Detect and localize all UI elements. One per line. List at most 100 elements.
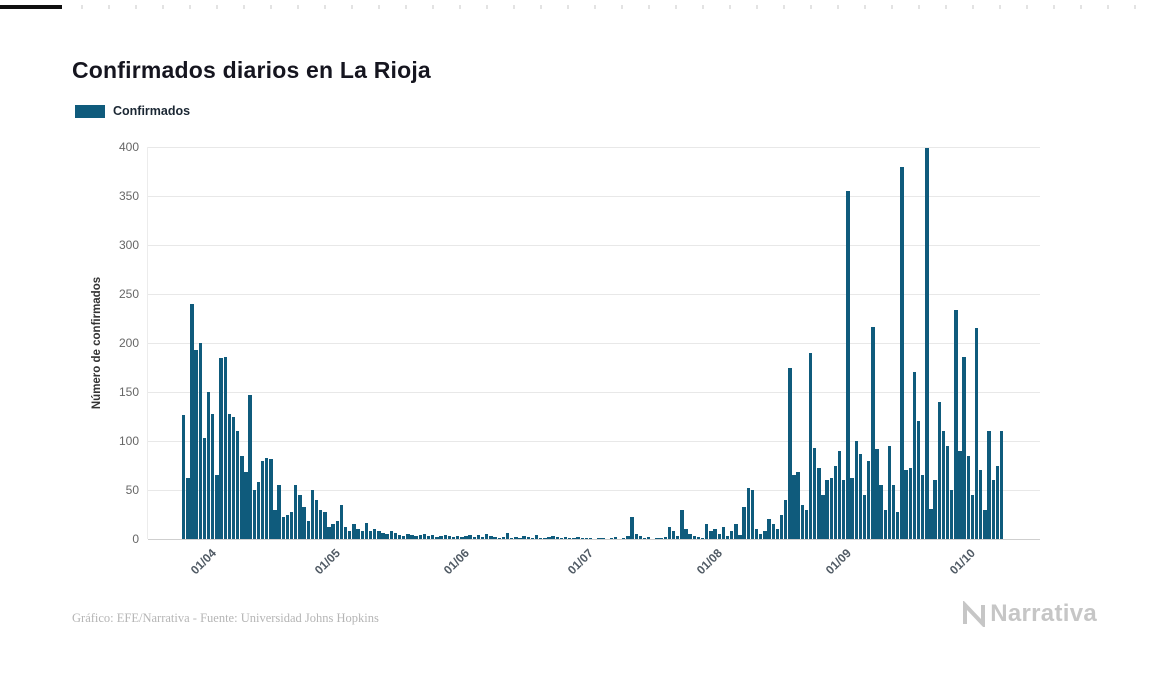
bar (663, 537, 667, 539)
bar (750, 490, 755, 539)
bar (854, 441, 858, 539)
y-tick-label-0: 0 (132, 532, 139, 546)
bar (389, 531, 393, 539)
bar (294, 485, 298, 539)
bar (717, 534, 721, 539)
bar (314, 499, 319, 539)
gridline-y-100 (148, 440, 1040, 442)
plot-area: 0 50 100 150 200 250 300 350 400 01/04 01/05 01/06 0… (119, 140, 1040, 577)
bar (476, 535, 481, 539)
bar (613, 537, 618, 539)
bar (609, 538, 613, 539)
bar (929, 508, 933, 539)
bar (576, 537, 580, 539)
bar (260, 460, 265, 539)
chart-title: Confirmados diarios en La Rioja (72, 57, 431, 84)
x-tick-label: 01/08 (693, 546, 725, 578)
bar (402, 536, 406, 539)
bar (941, 431, 946, 539)
bar (808, 352, 813, 539)
bar (501, 537, 506, 539)
bar (348, 531, 352, 539)
gridline-y-50 (148, 489, 1040, 491)
bar (231, 416, 236, 539)
bar (377, 531, 381, 539)
bar (821, 494, 825, 539)
bar (725, 536, 730, 539)
bar (360, 531, 364, 539)
bar (871, 327, 875, 539)
y-tick-label-300: 300 (118, 238, 139, 252)
bar (630, 517, 634, 539)
bar (493, 537, 497, 539)
bar (472, 537, 476, 539)
bar (850, 478, 854, 539)
bar (842, 480, 846, 539)
bar (265, 457, 269, 539)
bar (227, 413, 232, 539)
bar (979, 470, 983, 539)
narrativa-n-icon (963, 601, 986, 627)
bar (356, 529, 360, 539)
bar (381, 533, 385, 539)
bar (215, 475, 219, 539)
bar (439, 536, 443, 539)
x-tick-label: 01/10 (947, 546, 979, 578)
x-tick-label: 01/04 (187, 546, 219, 578)
bar (190, 303, 194, 539)
bar (406, 534, 410, 539)
bar (908, 468, 912, 539)
bar (721, 527, 726, 539)
brand-wordmark: Narrativa (990, 600, 1097, 627)
gridline-y-0 (148, 538, 1040, 540)
bar (684, 529, 688, 539)
bar (497, 538, 501, 539)
bar (414, 536, 418, 539)
bar (323, 511, 327, 539)
bar (729, 531, 734, 539)
bar (887, 445, 892, 539)
bar (688, 534, 692, 539)
bar (813, 447, 817, 539)
bar (318, 509, 323, 539)
bar (891, 485, 896, 539)
bar (522, 536, 526, 539)
bar (289, 511, 294, 539)
bar (568, 538, 572, 539)
bar (489, 536, 493, 539)
bar (235, 431, 240, 539)
gridline-y-150 (148, 391, 1040, 393)
bar (410, 535, 414, 539)
bar (937, 401, 941, 539)
bar (248, 394, 252, 539)
bar (505, 533, 510, 539)
bar (480, 537, 485, 539)
bar (244, 472, 248, 539)
bar (426, 536, 431, 539)
bar (385, 534, 389, 539)
bar (555, 537, 560, 539)
bar (999, 431, 1004, 539)
bar (925, 147, 929, 539)
bar (638, 536, 643, 539)
video-progress-bar[interactable] (0, 5, 1157, 9)
bar (833, 465, 838, 539)
bar (746, 488, 750, 539)
bar (563, 537, 568, 539)
bar (464, 536, 468, 539)
bar (754, 529, 759, 539)
bar (601, 538, 605, 539)
bar (422, 534, 427, 539)
bar (858, 453, 863, 539)
bar (659, 538, 663, 539)
bar (443, 535, 447, 539)
bar (837, 450, 842, 539)
bar (713, 529, 717, 539)
bar (223, 356, 227, 539)
bar (339, 504, 344, 539)
bar (995, 465, 1000, 539)
bar (667, 527, 672, 539)
bar (958, 450, 962, 539)
bar (302, 506, 306, 539)
bar (331, 524, 335, 539)
